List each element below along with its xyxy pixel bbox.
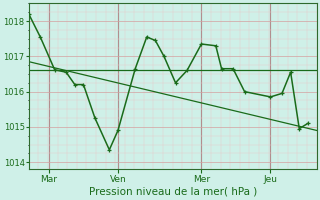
X-axis label: Pression niveau de la mer( hPa ): Pression niveau de la mer( hPa ): [89, 187, 257, 197]
